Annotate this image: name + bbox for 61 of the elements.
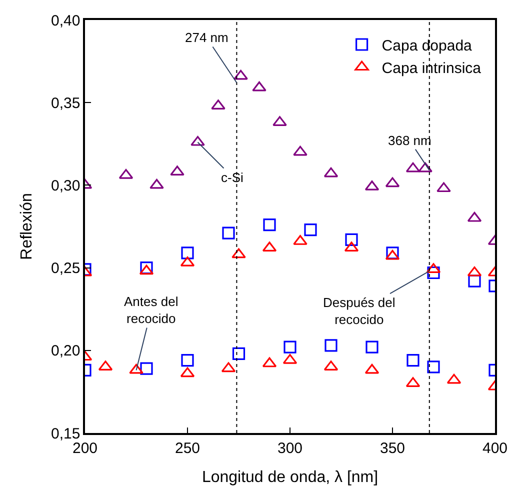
point (140, 362, 153, 375)
point (234, 70, 248, 80)
point (284, 340, 296, 354)
point (150, 178, 164, 189)
point (406, 354, 420, 367)
point (344, 242, 359, 252)
point (181, 354, 194, 367)
point (181, 246, 194, 260)
annotation: 368 nm (388, 133, 432, 148)
point (467, 266, 482, 276)
annotation: Después del recocido (323, 295, 396, 327)
x-tick-label: 250 (174, 440, 200, 457)
y-tick-label: 0,35 (51, 94, 80, 112)
point (118, 168, 134, 179)
x-tick-label: 350 (380, 440, 406, 457)
point (366, 340, 378, 354)
x-axis-title: Longitud de onda, λ [nm] (202, 468, 378, 486)
point (139, 264, 154, 275)
annotation: Antes del recocido (124, 294, 178, 326)
point (386, 246, 399, 260)
point (418, 162, 432, 172)
point (180, 367, 195, 378)
point (345, 233, 358, 246)
point (293, 146, 308, 156)
y-axis-title: Reflexión (18, 193, 36, 260)
point (262, 242, 277, 252)
point (427, 360, 440, 374)
point (263, 218, 276, 232)
point (232, 248, 246, 258)
point (406, 162, 420, 172)
x-tick-label: 300 (277, 440, 303, 457)
point (140, 262, 153, 274)
y-tick-label: 0,15 (51, 425, 80, 442)
point (262, 357, 277, 368)
annotation: c-Si (221, 170, 244, 185)
y-tick-label: 0,20 (51, 342, 80, 360)
point (324, 339, 338, 352)
point (304, 224, 317, 236)
point (364, 364, 380, 374)
legend-label: Capa intrinsica (382, 60, 482, 77)
x-tick-label: 400 (482, 440, 508, 457)
point (446, 374, 462, 384)
point (129, 364, 144, 374)
y-tick-label: 0,40 (51, 12, 80, 30)
point (467, 212, 482, 222)
point (190, 136, 205, 146)
legend-label: Capa dopada (382, 37, 473, 54)
point (232, 347, 246, 360)
y-tick-label: 0,30 (51, 177, 80, 194)
y-tick-label: 0,25 (51, 260, 80, 278)
point (252, 81, 266, 92)
annotation: 274 nm (185, 30, 228, 45)
point (170, 166, 184, 176)
point (324, 167, 338, 178)
point (436, 182, 451, 192)
point (385, 250, 400, 260)
point (385, 177, 400, 188)
point (222, 226, 235, 240)
point (427, 266, 440, 280)
x-tick-label: 200 (72, 440, 98, 457)
point (221, 362, 236, 372)
